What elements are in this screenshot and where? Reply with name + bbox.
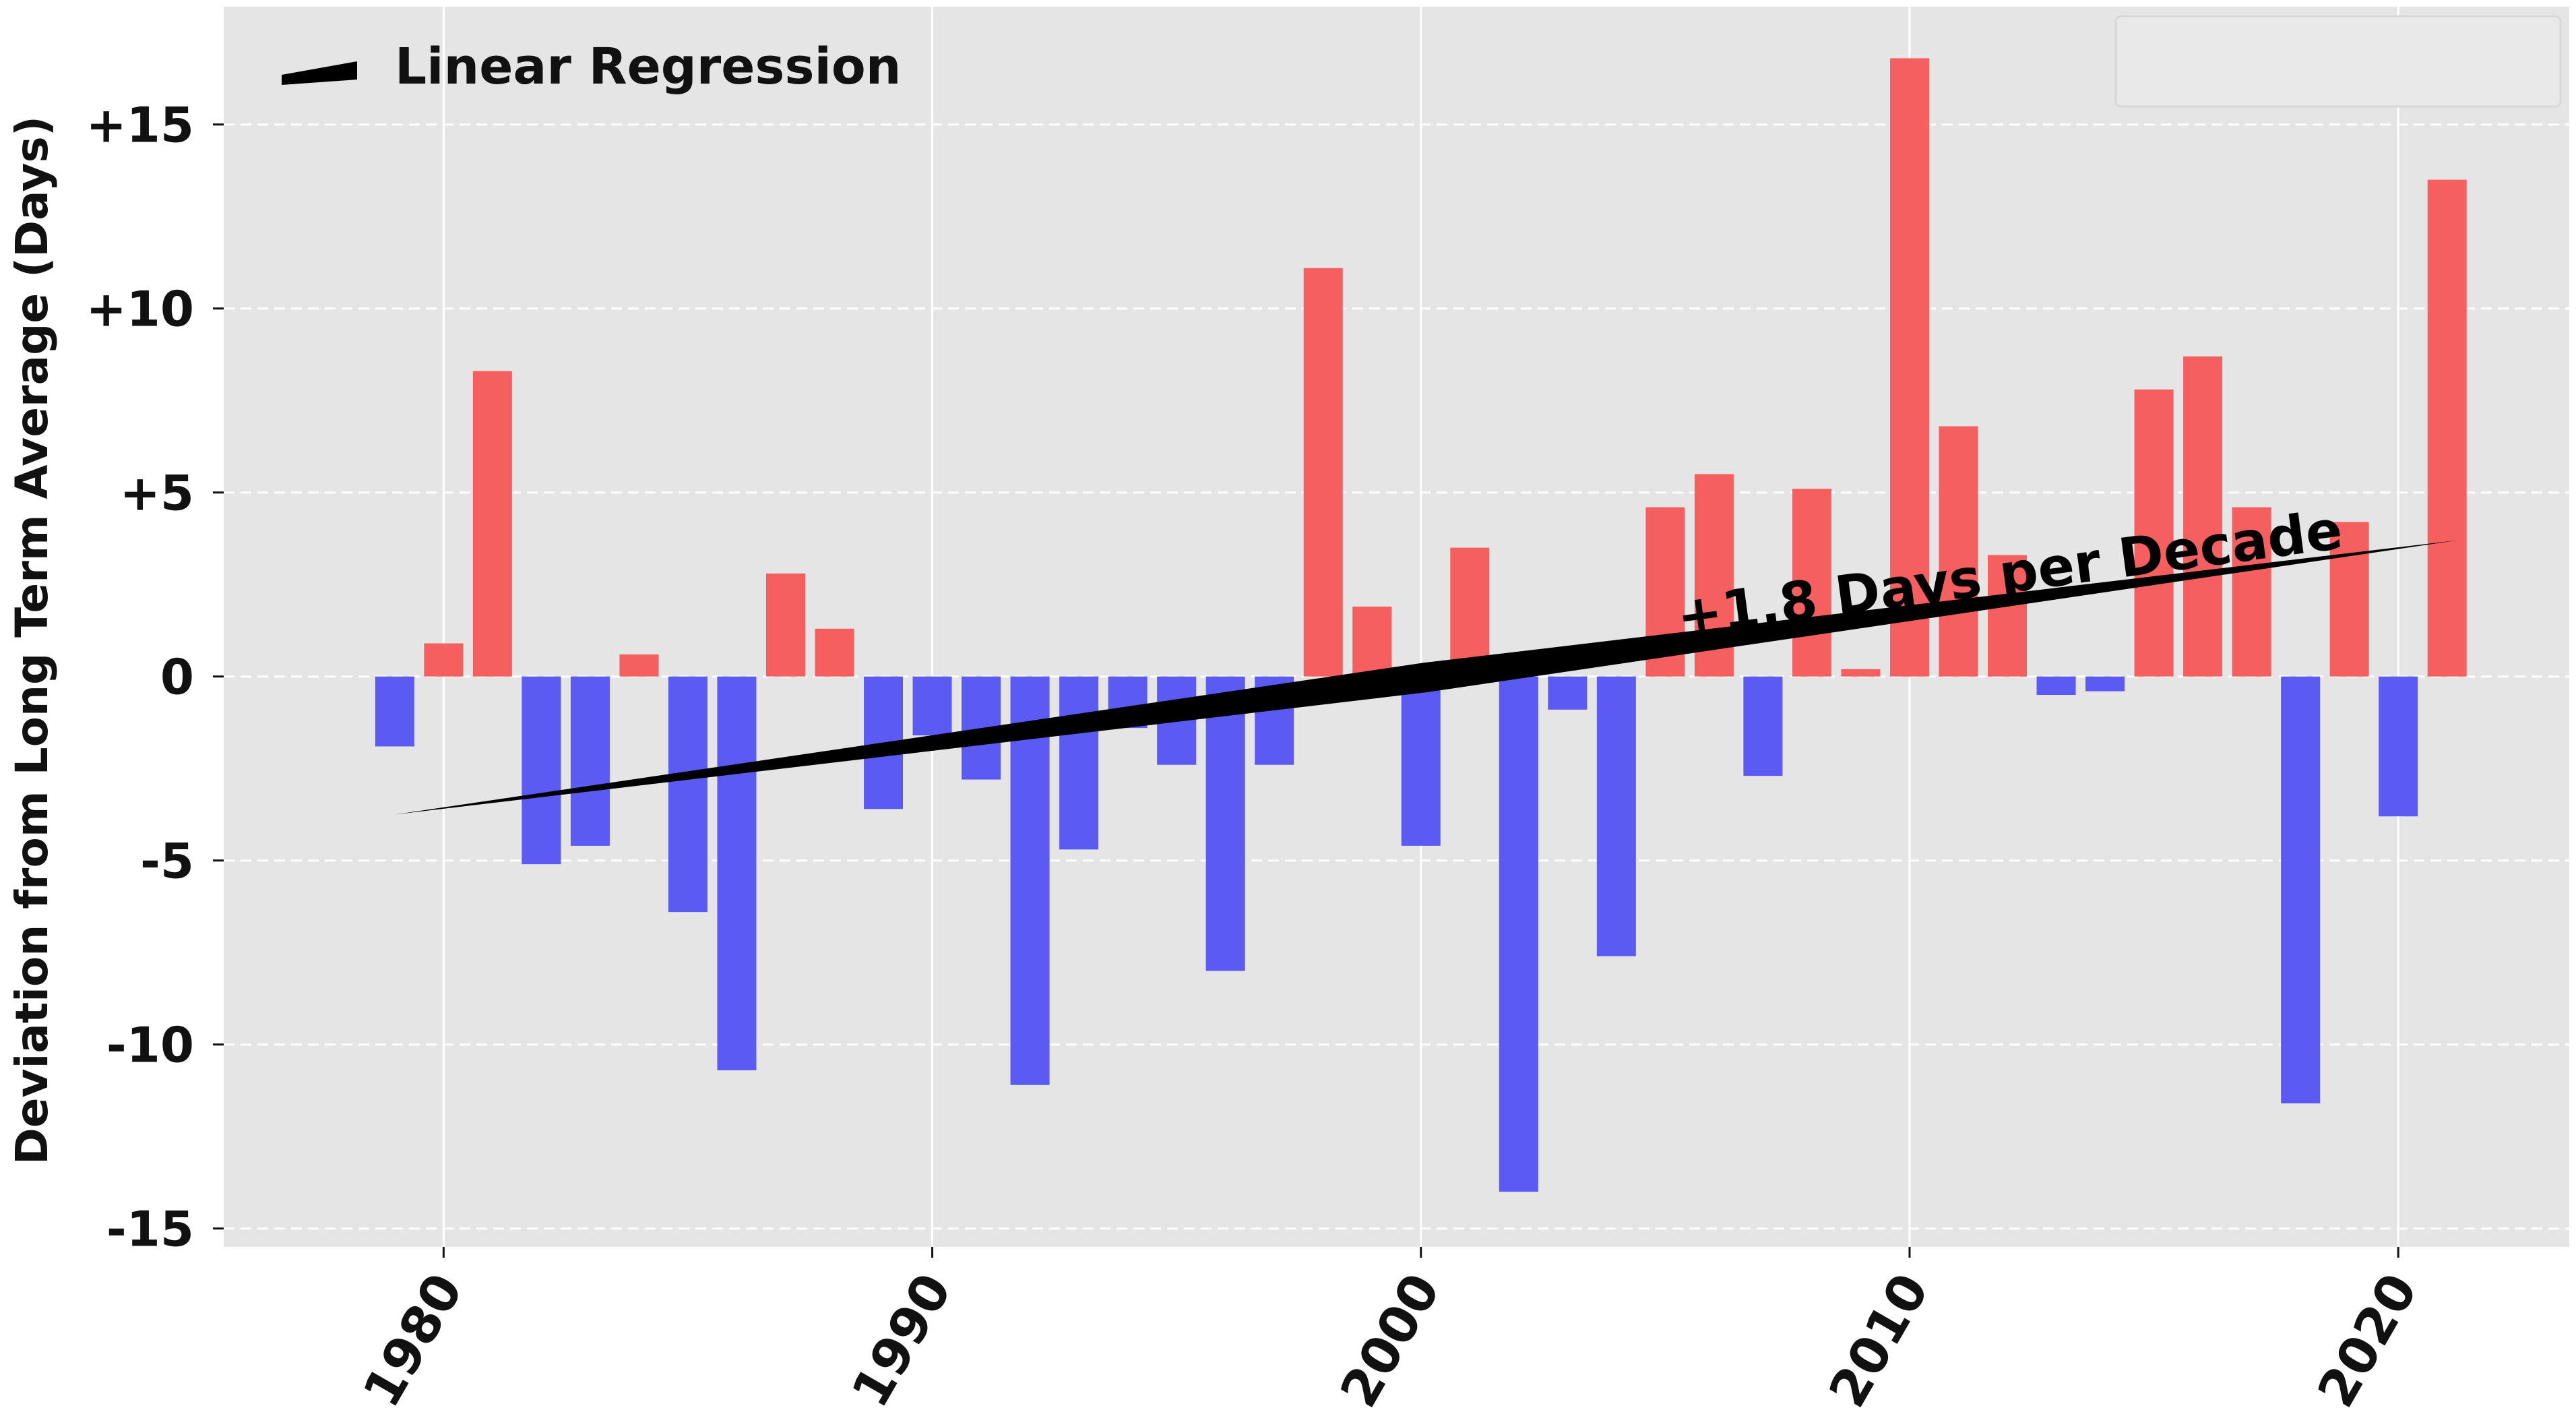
bar-2016 (2183, 356, 2223, 677)
y-axis-label: Deviation from Long Term Average (Days) (6, 116, 58, 1165)
bar-2002 (1499, 676, 1538, 1192)
bar-2008 (1792, 489, 1831, 677)
x-axis-ticks: 1980 1990 2000 2010 2020 (351, 1247, 2429, 1408)
legend-regression-label: Linear Regression (395, 38, 901, 96)
x-tick-label: 2000 (1329, 1264, 1452, 1408)
bar-2019 (2329, 522, 2369, 677)
bar-2007 (1743, 676, 1783, 776)
y-tick-label: +15 (86, 97, 194, 154)
y-tick-label: -5 (140, 833, 194, 890)
bar-2015 (2134, 389, 2174, 677)
bar-2018 (2281, 676, 2321, 1104)
bar-1990 (912, 676, 952, 736)
bar-2001 (1450, 547, 1490, 677)
bar-1988 (815, 628, 854, 677)
bar-1987 (765, 573, 805, 677)
y-tick-label: +5 (120, 465, 194, 522)
legend-box (2114, 15, 2562, 108)
bars (375, 58, 2467, 1192)
bar-2013 (2036, 676, 2076, 696)
bar-2009 (1841, 669, 1881, 677)
y-tick-label: -15 (106, 1201, 194, 1258)
bar-2003 (1548, 676, 1588, 710)
bar-1980 (424, 643, 464, 677)
bar-2010 (1889, 58, 1929, 677)
bar-1981 (472, 371, 512, 677)
bar-2014 (2085, 676, 2125, 692)
bar-1992 (1010, 676, 1050, 1085)
regression-line (394, 540, 2457, 815)
bar-1998 (1303, 268, 1343, 677)
plot-background (224, 7, 2569, 1247)
bar-2017 (2232, 507, 2271, 677)
y-tick-label: +10 (86, 281, 194, 338)
bar-1983 (570, 676, 610, 846)
x-tick-label: 2020 (2306, 1264, 2429, 1408)
bar-1985 (668, 676, 708, 913)
y-tick-label: -10 (106, 1017, 194, 1074)
bar-2020 (2379, 676, 2418, 817)
x-tick-label: 1980 (351, 1264, 474, 1408)
bar-1986 (717, 676, 757, 1070)
bar-1984 (619, 654, 659, 677)
bar-1999 (1352, 606, 1392, 677)
y-tick-label: 0 (160, 649, 194, 706)
grid (224, 7, 2569, 1247)
legend-regression-swatch (282, 61, 357, 85)
bar-2011 (1939, 426, 1978, 677)
bar-2021 (2427, 179, 2467, 677)
bar-1993 (1059, 676, 1099, 850)
bar-2000 (1401, 676, 1441, 846)
x-tick-label: 1990 (840, 1264, 963, 1408)
bar-1982 (522, 676, 561, 865)
x-tick-label: 2010 (1817, 1264, 1941, 1408)
legend: Linear Regression (282, 15, 2562, 108)
bar-2004 (1596, 676, 1636, 956)
y-axis-ticks: +15 +10 +5 0 -5 -10 -15 (86, 97, 224, 1258)
bar-1979 (375, 676, 414, 747)
bar-2012 (1988, 555, 2028, 677)
bar-1996 (1205, 676, 1245, 971)
